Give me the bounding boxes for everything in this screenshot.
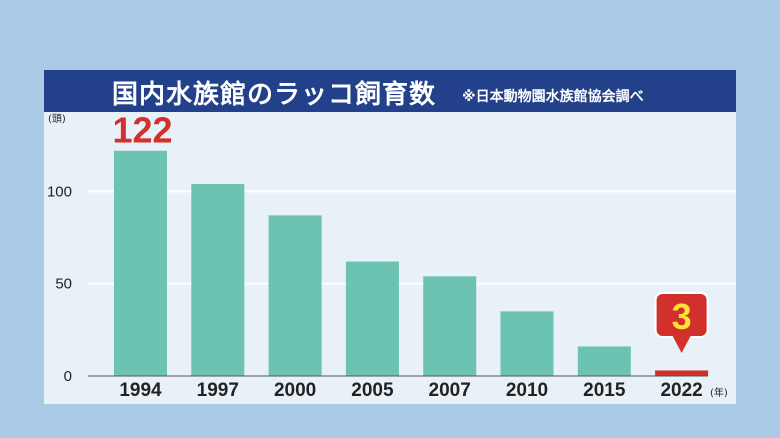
callout-pointer <box>672 336 691 353</box>
callouts: 122 3 <box>112 110 709 353</box>
bar-1994 <box>114 150 167 376</box>
x-tick-label: 1997 <box>197 380 239 401</box>
chart-title: 国内水族館のラッコ飼育数 <box>112 80 437 110</box>
bar-2005 <box>345 261 399 376</box>
x-tick-label: 2015 <box>583 380 626 401</box>
bar-2010 <box>500 311 554 376</box>
x-tick-label: 2010 <box>506 380 548 401</box>
x-axis-unit: (年) <box>710 386 728 399</box>
bar-2000 <box>268 215 322 376</box>
x-tick-label: 2005 <box>351 380 394 401</box>
y-axis-ticks: 0 50 100 <box>47 183 72 385</box>
y-tick-label: 100 <box>47 183 72 200</box>
value-callout-2022: 3 <box>672 296 692 337</box>
y-axis-unit: (頭) <box>48 113 66 125</box>
bar-2022 <box>655 370 709 376</box>
bar-2015 <box>577 346 631 376</box>
x-tick-label: 1994 <box>119 380 162 401</box>
bar-1997 <box>191 183 245 376</box>
x-axis-ticks: 1994 1997 2000 2005 2007 2010 2015 2022 <box>119 380 702 401</box>
bars <box>114 150 709 376</box>
value-callout-1994: 122 <box>112 110 172 151</box>
x-tick-label: 2000 <box>274 380 316 401</box>
gridlines <box>88 190 736 285</box>
bar-2007 <box>423 276 477 376</box>
title-bar <box>44 70 736 112</box>
x-tick-label: 2022 <box>660 380 702 401</box>
y-tick-label: 0 <box>64 368 72 385</box>
x-tick-label: 2007 <box>429 380 471 401</box>
chart-source: ※日本動物園水族館協会調べ <box>462 89 644 105</box>
y-tick-label: 50 <box>55 276 72 293</box>
